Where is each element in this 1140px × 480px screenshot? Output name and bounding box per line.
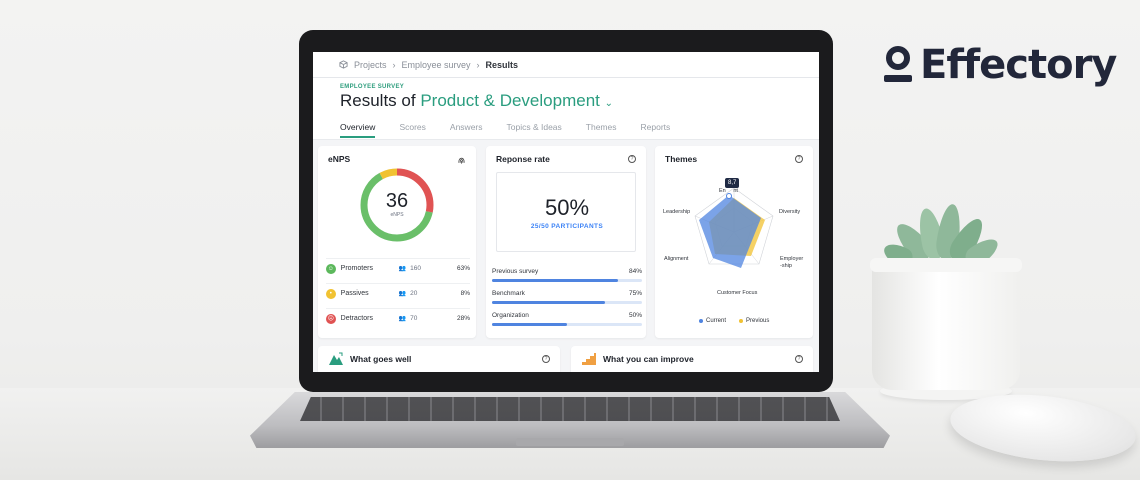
people-icon: 👥 (398, 316, 407, 322)
help-icon[interactable]: ? (795, 155, 803, 163)
comparison-percent: 75% (628, 290, 642, 297)
passives-percent: 8% (460, 290, 471, 297)
radar-label-diversity: Diversity (779, 209, 801, 215)
what-goes-well-title: What goes well (350, 354, 412, 364)
enps-gauge (360, 168, 434, 242)
legend-label: Current (706, 318, 727, 324)
fingerprint-icon[interactable] (457, 155, 466, 165)
neutral-face-icon: • (326, 288, 336, 299)
response-rate-title: Reponse rate (496, 154, 550, 164)
what-you-can-improve-title: What you can improve (603, 354, 694, 364)
passives-label: Passives (340, 290, 369, 297)
frown-icon: ☹ (326, 313, 336, 324)
comparison-percent: 84% (628, 268, 642, 275)
comparison-benchmark: Benchmark 75% (492, 290, 642, 304)
radar-current-series (699, 195, 761, 268)
radar-label-alignment: Alignment (664, 256, 689, 262)
laptop-keyboard (300, 397, 840, 421)
tab-overview[interactable]: Overview (340, 122, 376, 138)
help-icon[interactable]: ? (628, 155, 636, 163)
logo-mark-icon (884, 44, 914, 86)
gauge-detractors-arc (360, 168, 434, 242)
legend-dot (739, 319, 743, 323)
radar-label-employership: Employer -ship (780, 256, 804, 269)
comparison-label: Previous survey (492, 268, 539, 275)
radar-label-top: En nt (719, 188, 738, 194)
people-icon: 👥 (398, 291, 407, 297)
legend-current[interactable]: Current (699, 318, 726, 324)
response-rate-participants: 25/50 PARTICIPANTS (530, 223, 604, 230)
response-rate-box: 50% 25/50 PARTICIPANTS (496, 172, 636, 252)
comparison-previous-survey: Previous survey 84% (492, 268, 642, 282)
response-rate-value: 50% (544, 195, 590, 220)
radar-label-customer-focus: Customer Focus (717, 290, 758, 296)
enps-title: eNPS (328, 154, 351, 164)
legend-label: Previous (746, 318, 770, 324)
people-icon: 👥 (398, 266, 407, 272)
help-icon[interactable]: ? (542, 355, 550, 363)
legend-previous[interactable]: Previous (739, 318, 769, 324)
laptop-screen: Projects › Employee survey › Results EMP… (313, 52, 819, 372)
tab-reports[interactable]: Reports (640, 122, 671, 132)
help-icon[interactable]: ? (795, 355, 803, 363)
response-rate-card: Reponse rate ? 50% 25/50 PARTICIPANTS Pr… (486, 146, 646, 338)
comparison-label: Organization (492, 312, 529, 319)
chevron-down-icon: ⌄ (604, 98, 613, 109)
detractors-row[interactable]: ☹ Detractors 👥 70 28% (326, 308, 470, 328)
breadcrumb-projects[interactable]: Projects (354, 59, 387, 70)
potted-succulent (870, 200, 1022, 405)
page-header: EMPLOYEE SURVEY Results of Product & Dev… (313, 78, 819, 140)
enps-score-label: eNPS (390, 212, 404, 218)
department-selector[interactable]: Product & Development ⌄ (420, 91, 613, 110)
comparison-percent: 50% (628, 312, 642, 319)
page-title: Results of Product & Development ⌄ (340, 91, 819, 111)
effectory-logo: Effectory (884, 42, 1117, 88)
tab-scores[interactable]: Scores (399, 122, 426, 132)
stairs-icon (582, 353, 596, 365)
themes-card: Themes ? 8,7 En nt Leadership Diversity … (655, 146, 813, 338)
breadcrumb-results: Results (485, 59, 519, 70)
comparison-bar (492, 323, 567, 326)
breadcrumb-employee-survey[interactable]: Employee survey (401, 59, 471, 70)
gauge-promoters-arc (360, 168, 434, 242)
enps-card: eNPS 36 eNPS ☺ Promoters 👥 160 63% • Pas… (318, 146, 476, 338)
comparison-organization: Organization 50% (492, 312, 642, 326)
passives-count: 20 (410, 290, 418, 297)
passives-row[interactable]: • Passives 👥 20 8% (326, 283, 470, 303)
enps-score: 36 (385, 190, 409, 212)
laptop-trackpad (516, 438, 624, 446)
logo-text: Effectory (920, 42, 1117, 88)
tab-themes[interactable]: Themes (585, 122, 617, 132)
breadcrumb: Projects › Employee survey › Results (313, 52, 819, 78)
promoters-percent: 63% (457, 265, 471, 272)
legend-dot (699, 319, 703, 323)
detractors-label: Detractors (340, 315, 373, 322)
detractors-count: 70 (410, 315, 418, 322)
radar-tooltip: 8,7 (725, 178, 740, 188)
comparison-bar (492, 301, 605, 304)
cube-icon (339, 60, 348, 69)
tab-answers[interactable]: Answers (449, 122, 483, 132)
detractors-percent: 28% (457, 315, 471, 322)
promoters-count: 160 (410, 265, 422, 272)
tab-bar: Overview Scores Answers Topics & Ideas T… (340, 122, 819, 138)
chevron-right-icon: › (476, 59, 480, 70)
department-name: Product & Development (420, 91, 600, 110)
mountain-chart-icon (329, 352, 343, 365)
tab-topics-ideas[interactable]: Topics & Ideas (506, 122, 562, 132)
themes-radar-chart (694, 187, 774, 268)
smile-icon: ☺ (326, 263, 336, 274)
page-eyebrow: EMPLOYEE SURVEY (340, 84, 405, 90)
promoters-label: Promoters (340, 265, 373, 272)
chevron-right-icon: › (392, 59, 396, 70)
title-prefix: Results of (340, 91, 416, 110)
comparison-label: Benchmark (492, 290, 525, 297)
comparison-bar (492, 279, 618, 282)
themes-title: Themes (665, 154, 698, 164)
what-goes-well-card: What goes well ? (318, 346, 560, 372)
promoters-row[interactable]: ☺ Promoters 👥 160 63% (326, 258, 470, 278)
radar-hover-point (726, 193, 732, 199)
what-you-can-improve-card: What you can improve ? (571, 346, 813, 372)
radar-label-leadership: Leadership (663, 209, 691, 215)
